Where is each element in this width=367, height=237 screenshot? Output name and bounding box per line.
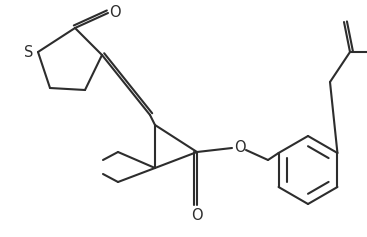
Text: O: O bbox=[234, 140, 246, 155]
Text: O: O bbox=[191, 208, 203, 223]
Text: O: O bbox=[109, 5, 121, 19]
Text: S: S bbox=[24, 45, 34, 59]
